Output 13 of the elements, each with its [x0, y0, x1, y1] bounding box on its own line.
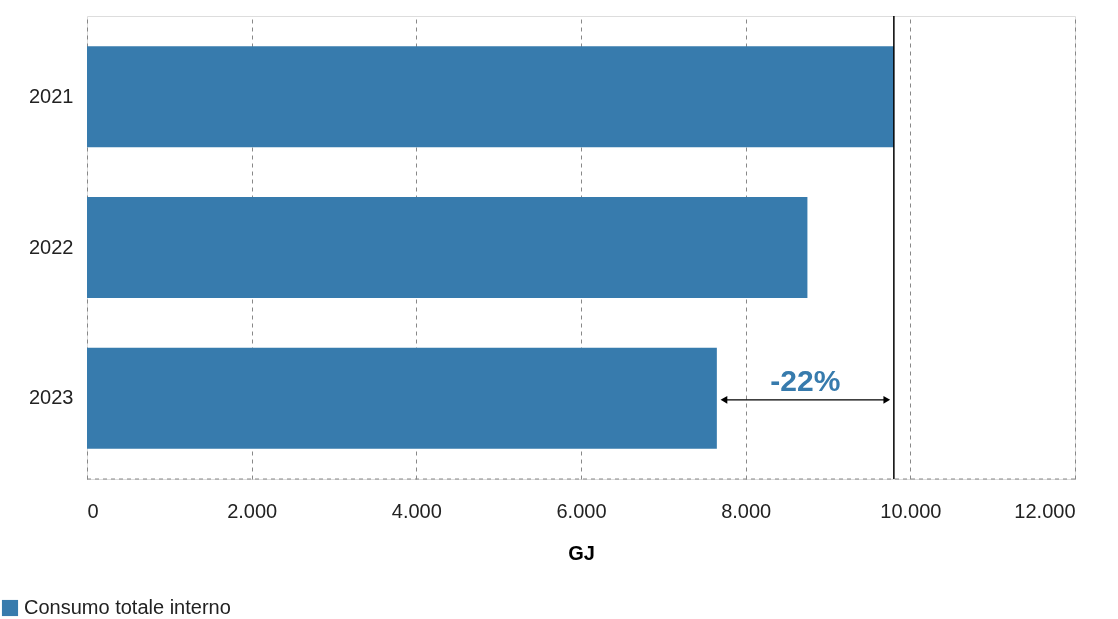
x-tick-label: 6.000	[556, 499, 607, 522]
x-tick-label: 4.000	[391, 499, 442, 522]
x-tick-label: 0	[87, 499, 99, 522]
x-tick-label: 10.000	[880, 499, 942, 522]
y-tick-label: 2022	[29, 235, 74, 258]
x-tick-label: 8.000	[721, 499, 772, 522]
annotation: -22%	[770, 363, 841, 397]
x-axis-title: GJ	[568, 541, 595, 564]
x-tick-label: 2.000	[227, 499, 278, 522]
y-tick-label: 2021	[29, 84, 74, 107]
legend-label: Consumo totale interno	[24, 596, 231, 618]
x-tick-label: 12.000	[1014, 499, 1076, 522]
y-tick-label: 2023	[29, 386, 74, 409]
